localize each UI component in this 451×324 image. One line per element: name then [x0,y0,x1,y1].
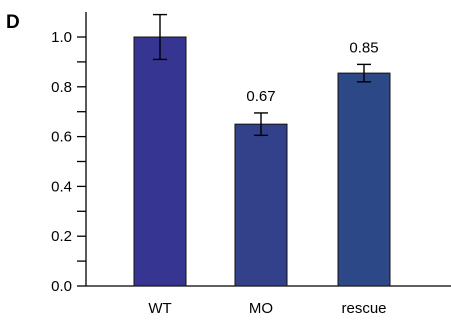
y-tick-label: 1.0 [51,29,72,46]
y-tick-label: 0.8 [51,79,72,96]
y-tick-label: 0.6 [51,129,72,146]
bar-rescue [337,72,391,287]
data-label: 0.85 [349,39,378,56]
x-category-label: WT [148,300,171,317]
panel-label: D [6,12,20,33]
data-label: 0.67 [246,88,275,105]
x-category-label: MO [249,300,273,317]
y-tick-label: 0.4 [51,178,72,195]
labels: 0.0 0.2 0.4 0.6 0.8 1.0 WT MO 0.67 rescue 0.85 [51,29,386,317]
bars [133,36,391,287]
error-bars [153,13,371,137]
x-category-label: rescue [341,300,386,317]
y-tick-label: 0.2 [51,228,72,245]
y-tick-label: 0.0 [51,278,72,295]
bar-mo [234,123,288,287]
bar-wt [133,36,187,287]
